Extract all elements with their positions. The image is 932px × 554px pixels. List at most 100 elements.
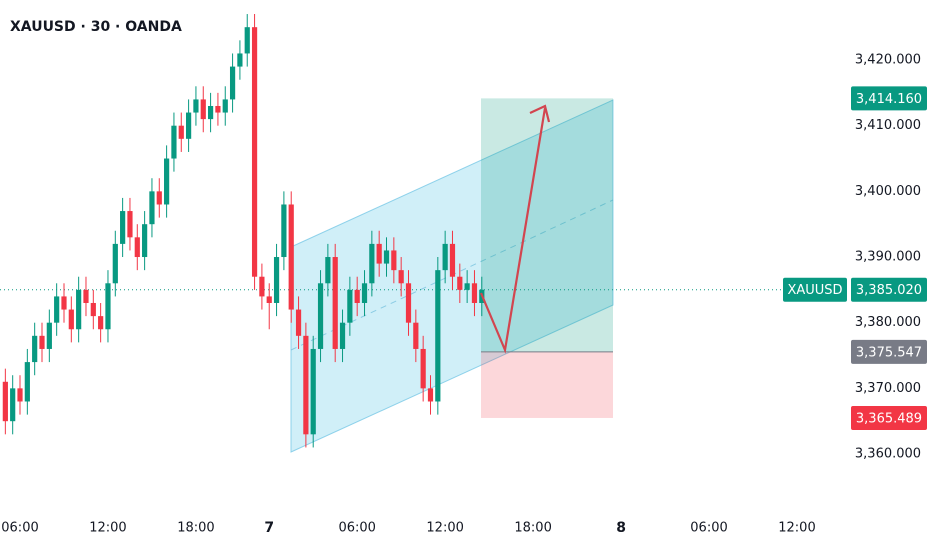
y-tick-label: 3,420.000 bbox=[855, 53, 921, 68]
candle-body bbox=[120, 211, 126, 244]
x-tick-label: 7 bbox=[264, 520, 274, 536]
x-tick-label: 12:00 bbox=[89, 521, 126, 536]
target-tag bbox=[851, 86, 927, 111]
candle-body bbox=[164, 158, 170, 205]
candle-body bbox=[332, 257, 338, 349]
x-tick-label: 06:00 bbox=[1, 521, 38, 536]
candle-body bbox=[105, 283, 111, 330]
arrow-head bbox=[529, 104, 551, 123]
candle-body bbox=[310, 348, 316, 435]
stop-tag-label: 3,365.489 bbox=[856, 411, 922, 426]
entry-tag-label: 3,375.547 bbox=[856, 345, 922, 360]
candle-body bbox=[46, 322, 52, 349]
candle-body bbox=[420, 348, 426, 389]
candle-body bbox=[200, 99, 206, 120]
candle-body bbox=[207, 105, 214, 120]
candle-body bbox=[83, 289, 89, 303]
y-tick-label: 3,410.000 bbox=[855, 118, 921, 133]
x-tick-label: 12:00 bbox=[426, 521, 463, 536]
candle-body bbox=[398, 270, 404, 284]
candle-body bbox=[347, 289, 353, 323]
y-tick-label: 3,390.000 bbox=[855, 250, 921, 265]
candle-body bbox=[24, 362, 30, 402]
stop-zone bbox=[481, 351, 613, 418]
x-tick-label: 12:00 bbox=[778, 521, 815, 536]
candle-body bbox=[361, 283, 368, 303]
candle-body bbox=[405, 283, 412, 323]
candle-body bbox=[171, 125, 177, 159]
candle-body bbox=[215, 105, 221, 113]
arrow bbox=[479, 107, 547, 354]
candle-body bbox=[90, 302, 96, 317]
candle-body bbox=[427, 388, 434, 402]
candle-body bbox=[186, 112, 192, 139]
y-tick-label: 3,370.000 bbox=[855, 381, 921, 396]
target-tag-label: 3,414.160 bbox=[856, 92, 922, 107]
candle-body bbox=[68, 309, 74, 330]
candle-body bbox=[317, 283, 324, 349]
candle-body bbox=[354, 289, 360, 303]
candle-body bbox=[471, 283, 478, 303]
candle-body bbox=[251, 27, 258, 277]
candle-body bbox=[391, 250, 397, 271]
candle-body bbox=[98, 316, 104, 330]
chart-title: XAUUSD · 30 · OANDA bbox=[10, 19, 182, 35]
candle-body bbox=[178, 125, 184, 139]
entry-tag bbox=[851, 339, 927, 364]
candle-body bbox=[383, 250, 390, 264]
candle-body bbox=[2, 381, 8, 422]
candle-body bbox=[449, 243, 456, 277]
candle-body bbox=[112, 243, 118, 284]
candle-body bbox=[237, 53, 243, 67]
x-tick-label: 18:00 bbox=[514, 521, 551, 536]
candle-body bbox=[127, 211, 133, 238]
candle-body bbox=[442, 243, 448, 271]
candle-body bbox=[259, 276, 265, 297]
candle-body bbox=[134, 237, 140, 258]
x-tick-label: 18:00 bbox=[177, 521, 214, 536]
candle-body bbox=[273, 257, 280, 303]
y-tick-label: 3,380.000 bbox=[855, 315, 921, 330]
candle-body bbox=[54, 296, 60, 323]
candle-body bbox=[17, 388, 23, 402]
symbol-tag bbox=[783, 277, 847, 302]
candle-body bbox=[295, 309, 302, 336]
candle-body bbox=[222, 99, 228, 113]
candle-body bbox=[288, 204, 294, 310]
candle-body bbox=[39, 335, 45, 349]
candle-body bbox=[325, 257, 331, 284]
x-tick-label: 06:00 bbox=[690, 521, 727, 536]
x-tick-label: 8 bbox=[616, 520, 626, 536]
target-zone bbox=[481, 98, 613, 352]
candle-body bbox=[10, 388, 16, 422]
candle-body bbox=[156, 191, 162, 205]
candle-body bbox=[266, 296, 272, 303]
candle-body bbox=[435, 270, 441, 402]
candle-body bbox=[76, 289, 82, 330]
candles bbox=[0, 14, 845, 448]
y-tick-label: 3,360.000 bbox=[855, 447, 921, 462]
candle-body bbox=[142, 224, 148, 258]
stop-tag bbox=[851, 405, 927, 430]
candle-body bbox=[244, 27, 250, 54]
candle-body bbox=[281, 204, 287, 258]
candle-body bbox=[464, 283, 470, 290]
annotations bbox=[479, 104, 551, 354]
y-tick-label: 3,400.000 bbox=[855, 184, 921, 199]
candle-body bbox=[229, 66, 236, 100]
candle-body bbox=[61, 296, 67, 310]
candle-body bbox=[303, 335, 309, 435]
symbol-tag-label: XAUUSD bbox=[787, 283, 842, 298]
candle-body bbox=[32, 335, 38, 363]
candle-body bbox=[149, 191, 155, 225]
candle-body bbox=[369, 243, 375, 284]
candle-body bbox=[413, 322, 419, 349]
candle-body bbox=[457, 276, 463, 290]
candle-body bbox=[376, 243, 382, 264]
candle-body bbox=[339, 322, 346, 349]
x-tick-label: 06:00 bbox=[338, 521, 375, 536]
candle-body bbox=[193, 99, 199, 113]
last-price-tag bbox=[851, 277, 927, 302]
last-price-tag-label: 3,385.020 bbox=[856, 283, 922, 298]
